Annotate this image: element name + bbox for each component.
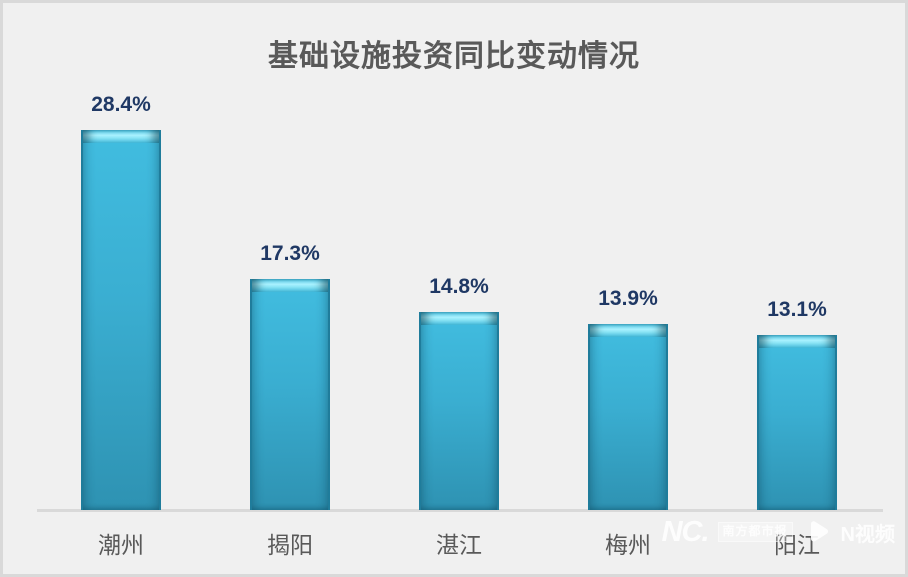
bar-cap-highlight [421, 312, 497, 325]
bar-column: 13.9% [588, 287, 668, 510]
bar-cap-highlight [252, 279, 328, 292]
chart-title: 基础设施投资同比变动情况 [268, 40, 640, 73]
bar [81, 130, 161, 510]
bar-column: 28.4% [81, 93, 161, 510]
bar-cap-highlight [590, 324, 666, 337]
bar [588, 324, 668, 510]
bar-column: 13.1% [757, 298, 837, 510]
bar [250, 279, 330, 510]
category-label: 梅州 [605, 532, 651, 558]
bar-value-label: 13.1% [767, 298, 827, 321]
bar [419, 312, 499, 510]
bar-value-label: 28.4% [91, 93, 151, 116]
category-label: 阳江 [774, 532, 820, 558]
bar-cap-highlight [759, 335, 835, 348]
category-label: 揭阳 [267, 532, 313, 558]
bar-column: 17.3% [250, 242, 330, 510]
bar-value-label: 17.3% [260, 242, 320, 265]
bars-row: 28.4% 17.3% 14.8% 13.9% 13.1% [81, 3, 837, 510]
x-axis-line [37, 509, 883, 512]
category-label: 湛江 [436, 532, 482, 558]
category-label: 潮州 [98, 532, 144, 558]
bar-value-label: 13.9% [598, 287, 658, 310]
bar-cap-highlight [83, 130, 159, 143]
bar-value-label: 14.8% [429, 275, 489, 298]
video-brand-label: N视频 [840, 523, 895, 546]
category-labels-row: 潮州 揭阳 湛江 梅州 阳江 [81, 526, 837, 560]
bar [757, 335, 837, 510]
bar-column: 14.8% [419, 275, 499, 510]
